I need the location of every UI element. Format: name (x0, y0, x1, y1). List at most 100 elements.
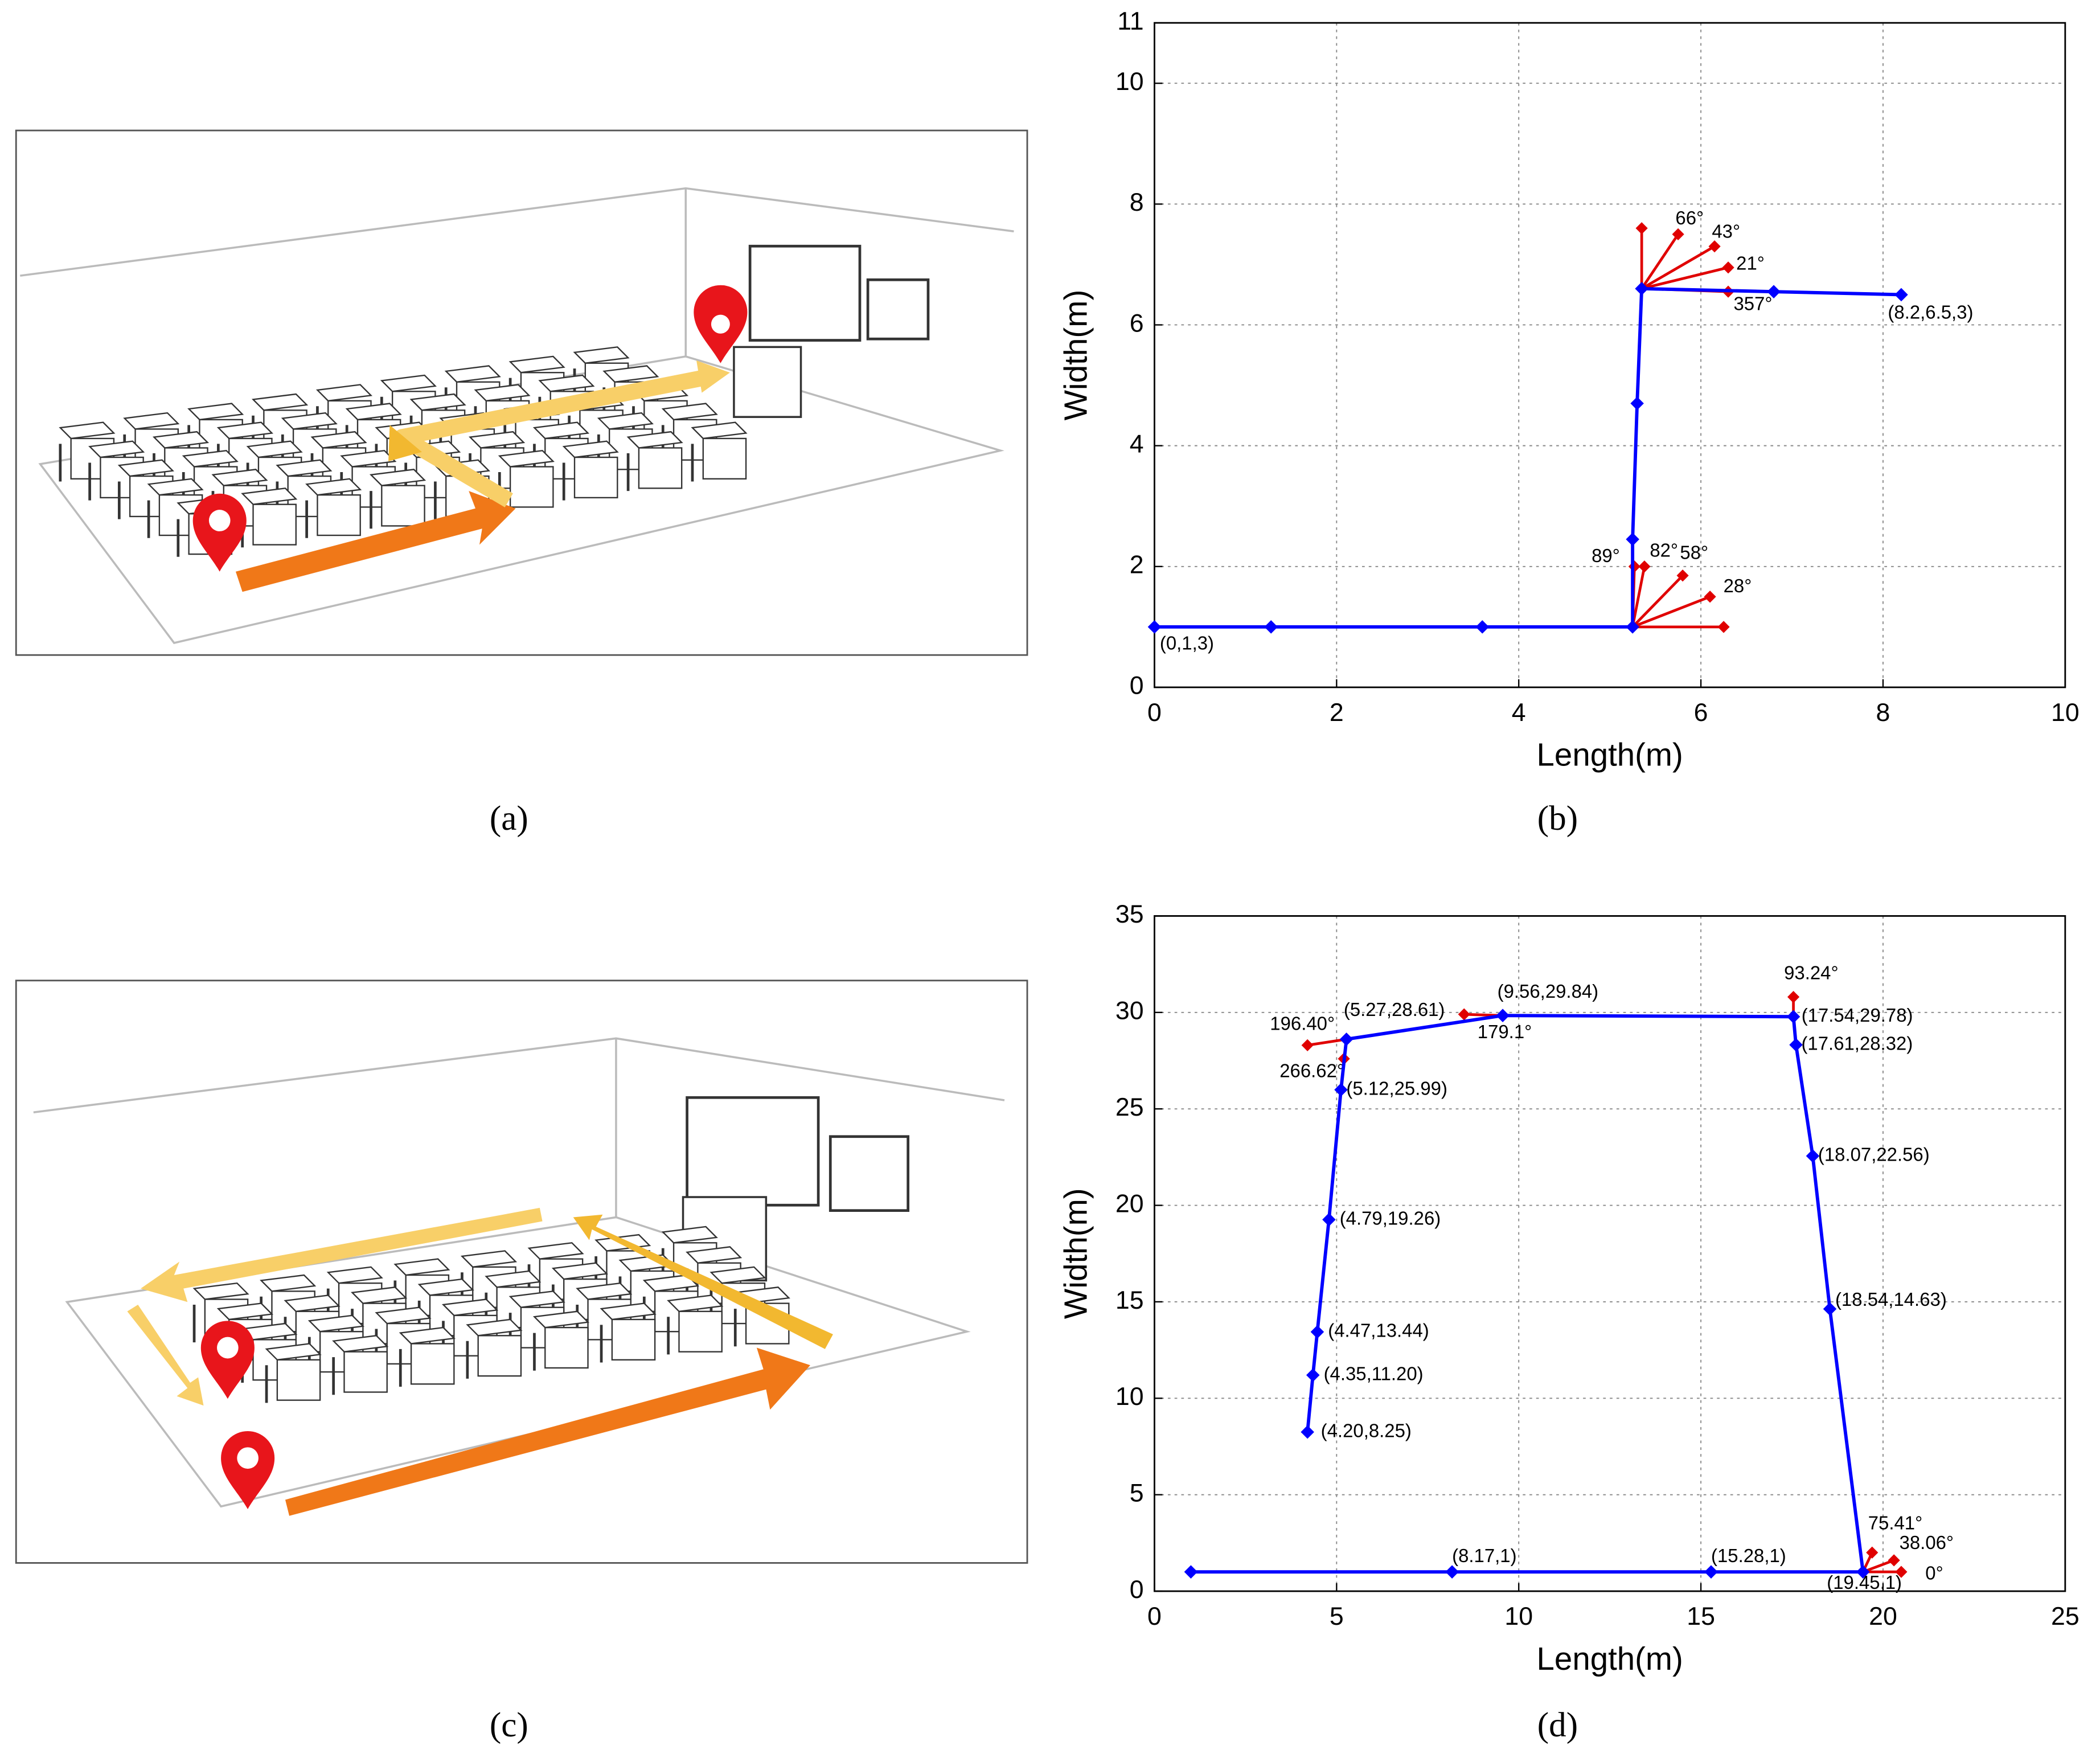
heading-ray (1307, 1038, 1347, 1047)
desk (611, 1318, 656, 1361)
angle-label: 266.62° (1279, 1060, 1344, 1081)
desk (375, 1306, 432, 1325)
ray-marker (1635, 222, 1648, 235)
x-tick-label: 6 (1694, 698, 1708, 727)
angle-label: 93.24° (1784, 962, 1839, 983)
point-marker (1630, 396, 1644, 411)
point-label: (19.45,1) (1827, 1572, 1902, 1593)
desk (466, 1318, 523, 1337)
desk (260, 1274, 317, 1292)
desk (477, 1335, 522, 1377)
desk (187, 403, 244, 421)
desk (343, 1351, 388, 1393)
desk (265, 1343, 322, 1361)
y-tick-label: 30 (1115, 997, 1144, 1025)
desk (602, 365, 659, 383)
x-tick-label: 15 (1687, 1602, 1715, 1630)
panel-label: (c) (490, 1706, 528, 1744)
point-marker (1894, 288, 1908, 302)
desk (638, 447, 683, 489)
angle-label: 196.40° (1270, 1013, 1335, 1034)
ray-marker (1301, 1039, 1314, 1052)
point-label: (15.28,1) (1711, 1545, 1786, 1566)
y-tick-label: 10 (1115, 67, 1144, 96)
point-marker (1767, 285, 1781, 298)
point-marker (1789, 1038, 1803, 1052)
desk (381, 485, 425, 527)
desk (307, 1314, 364, 1333)
y-tick-label: 6 (1130, 309, 1144, 337)
desk (252, 503, 297, 546)
desk (709, 1266, 766, 1284)
desk (702, 437, 747, 480)
point-label: (4.35,11.20) (1324, 1363, 1424, 1384)
y-tick-label: 8 (1130, 188, 1144, 216)
y-tick-label: 25 (1115, 1093, 1144, 1121)
y-tick-label: 0 (1130, 671, 1144, 700)
desk (192, 1282, 249, 1300)
y-axis-label: Width(m) (1057, 290, 1093, 421)
desk (410, 1343, 455, 1385)
point-label: (0,1,3) (1160, 632, 1214, 653)
angle-label: 89° (1592, 545, 1620, 566)
point-label: (17.54,29.78) (1802, 1005, 1913, 1026)
x-tick-label: 2 (1330, 698, 1344, 727)
desk (626, 431, 683, 449)
desk (369, 469, 426, 486)
desk (661, 1226, 718, 1244)
angle-label: 82° (1650, 539, 1678, 560)
angle-label: 28° (1724, 575, 1752, 596)
angle-label: 0° (1925, 1563, 1943, 1584)
point-label: (4.47,13.44) (1328, 1320, 1429, 1341)
desk (211, 469, 268, 486)
angle-label: 38.06° (1900, 1532, 1954, 1553)
desk (642, 1274, 699, 1292)
point-marker (1339, 1032, 1353, 1046)
desk (460, 1250, 518, 1268)
desk (399, 1326, 456, 1345)
point-marker (1635, 282, 1648, 296)
angle-label: 75.41° (1868, 1512, 1923, 1533)
angle-label: 43° (1712, 221, 1740, 242)
y-tick-label: 20 (1115, 1189, 1144, 1218)
y-tick-label: 0 (1130, 1575, 1144, 1604)
x-axis-label: Length(m) (1537, 1641, 1683, 1677)
point-label: (17.61,28.32) (1801, 1032, 1913, 1054)
plot-area (1154, 916, 2065, 1592)
desk (691, 421, 748, 440)
desk (317, 494, 361, 536)
heading-ray (1862, 1559, 1894, 1573)
desk (573, 346, 630, 364)
ray-marker (1888, 1554, 1900, 1567)
x-tick-label: 10 (1504, 1602, 1533, 1630)
point-label: (8.17,1) (1452, 1545, 1516, 1566)
desk (544, 1326, 589, 1369)
desk (147, 478, 204, 496)
desk (509, 466, 554, 508)
heading-ray (1640, 233, 1680, 290)
point-label: (8.2,6.5,3) (1888, 301, 1973, 322)
heading-ray (1631, 575, 1684, 628)
x-tick-label: 0 (1147, 1602, 1162, 1630)
point-label: (4.20,8.25) (1321, 1420, 1412, 1441)
desk (444, 365, 501, 383)
desk (351, 1286, 408, 1304)
angle-label: 179.1° (1478, 1021, 1532, 1042)
desk (532, 1310, 590, 1329)
point-label: (18.54,14.63) (1835, 1289, 1947, 1310)
desk (310, 431, 367, 449)
desk (276, 459, 333, 477)
point-marker (1626, 532, 1639, 546)
desk (576, 1282, 633, 1300)
point-marker (1310, 1325, 1324, 1339)
desk (326, 1266, 383, 1284)
point-label: (18.07,22.56) (1818, 1144, 1930, 1165)
heading-ray (1641, 266, 1729, 290)
desk (498, 449, 555, 468)
ray-marker (1704, 591, 1716, 603)
desk (117, 459, 174, 477)
y-tick-label: 11 (1117, 7, 1143, 35)
angle-label: 21° (1736, 253, 1765, 274)
desk (417, 1278, 474, 1296)
